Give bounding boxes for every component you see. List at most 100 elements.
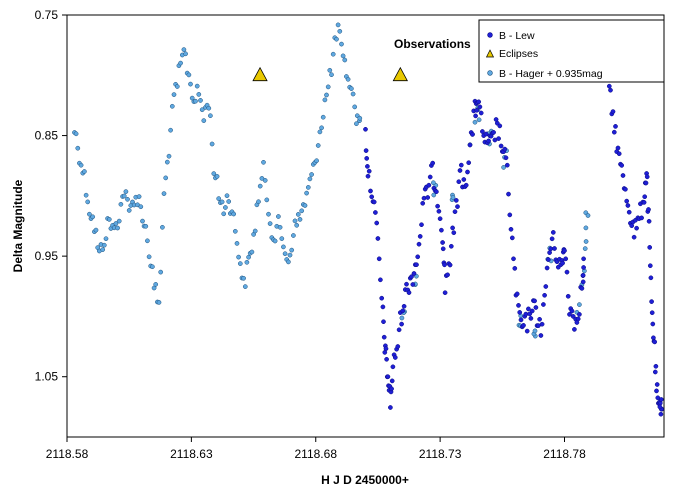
lew-point [453,198,459,203]
hager-point [163,175,169,181]
lew-point [569,308,575,314]
hager-point [302,203,308,208]
lew-point [575,316,581,322]
hager-point [476,117,482,123]
hager-point [262,178,268,183]
hager-point [146,254,152,260]
hager-point [237,261,243,266]
hager-point [431,180,436,186]
hager-point [329,72,334,78]
lew-point [445,272,450,278]
hager-point [585,213,591,218]
hager-point [145,238,150,244]
hager-point [224,193,230,199]
hager-point [103,236,109,242]
lew-point [564,269,570,275]
lew-point [371,199,377,205]
lew-point [439,227,444,233]
hager-point [327,67,333,73]
hager-point [73,131,79,137]
hager-point [276,214,281,219]
lew-point [503,155,509,161]
lew-point [512,266,518,271]
hager-point [106,217,112,222]
lew-point [380,304,386,310]
lew-point [521,323,526,328]
lew-point [654,388,659,394]
lew-point [581,256,586,262]
lew-point [383,346,389,352]
lew-point [419,222,424,228]
hager-point [282,251,288,257]
hager-point [352,104,358,110]
hager-point [325,84,331,90]
hager-point [87,211,92,217]
hager-point [349,86,354,91]
lew-point [374,220,380,226]
hager-point [160,224,165,230]
hager-point [83,192,89,198]
lew-point [542,292,547,298]
hager-point [178,60,183,66]
hager-point [294,222,300,228]
lew-point [577,312,582,317]
lew-point [563,256,569,262]
lew-point [631,234,637,240]
lew-point [642,194,648,200]
hager-point [140,218,145,224]
lew-point [420,200,426,206]
hager-point [337,28,343,34]
hager-point [577,302,582,307]
lew-point [467,142,473,148]
lew-point [625,203,631,208]
lew-point [649,310,655,316]
lew-point [507,212,513,218]
lew-point [477,104,483,110]
hager-point [322,97,328,103]
hager-point [289,247,295,253]
hager-point [150,264,155,270]
lew-point [470,132,475,137]
lew-point [434,189,439,195]
hager-point [335,22,341,28]
legend-title: Observations [394,37,471,51]
lew-point [581,265,586,270]
x-tick-label: 2118.73 [419,447,462,461]
lew-point [491,130,496,135]
lew-point [388,405,393,410]
legend: Observations B - Lew Eclipses B - Hager … [394,19,665,83]
lew-point [385,374,391,380]
lew-point [480,129,485,134]
hager-point [181,47,187,52]
lew-point [369,194,375,200]
lew-point [457,168,463,173]
lew-point [368,188,373,194]
lew-point [373,210,378,215]
hager-point [320,114,326,120]
lew-point [436,208,442,214]
hager-point [115,225,120,231]
lew-point [514,291,520,297]
lew-point [646,207,651,212]
lew-point [620,173,626,178]
hager-point [252,228,258,234]
lew-point [643,180,649,186]
lew-point [550,230,556,235]
lew-point [658,397,664,402]
lew-point [390,364,396,370]
lew-point [409,274,414,280]
lew-point [504,162,510,168]
hager-point [307,176,313,182]
hager-point [232,228,238,234]
hager-point [304,190,309,196]
lew-point [616,151,622,157]
lew-point [448,243,454,249]
hager-point [431,192,437,198]
lew-point [392,355,398,360]
lew-point [375,236,381,241]
hager-point [138,204,144,210]
lew-point [527,311,533,317]
lew-point [626,209,632,215]
hager-point [583,225,589,231]
